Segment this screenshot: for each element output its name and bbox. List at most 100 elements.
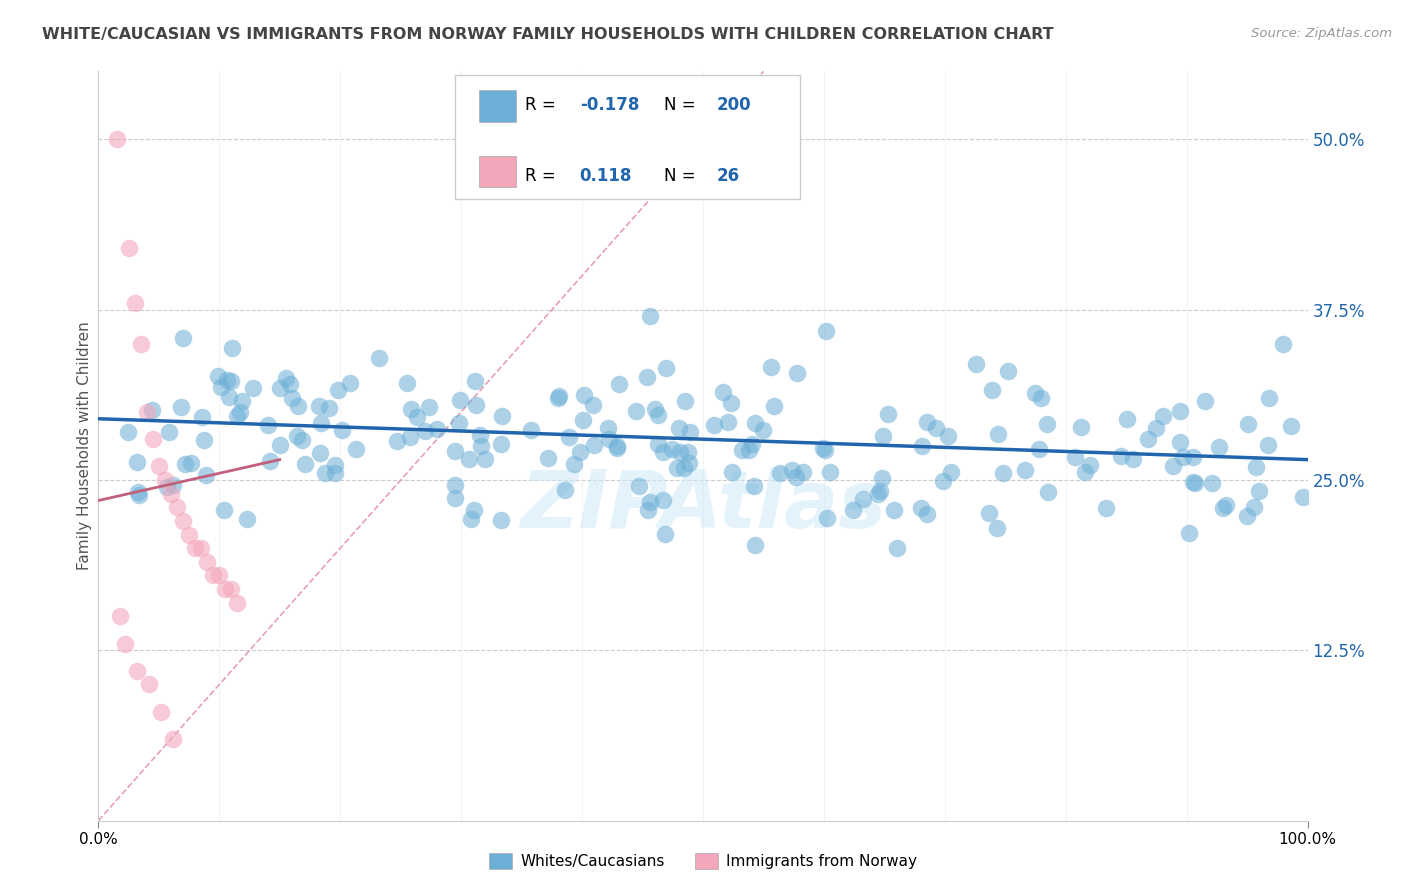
Point — [647, 437, 669, 451]
Point — [326, 383, 349, 397]
Point — [925, 420, 948, 434]
Point — [596, 420, 619, 434]
Point — [138, 677, 160, 691]
Point — [278, 376, 301, 391]
Point — [991, 466, 1014, 480]
Point — [209, 380, 232, 394]
Point — [166, 500, 188, 515]
Point — [554, 483, 576, 497]
Point — [582, 398, 605, 412]
Point — [877, 407, 900, 421]
Point — [673, 461, 696, 475]
Point — [1201, 475, 1223, 490]
Point — [1035, 417, 1057, 432]
Point — [997, 364, 1019, 378]
Point — [191, 409, 214, 424]
Point — [598, 432, 620, 446]
Point — [872, 470, 894, 484]
Point — [652, 493, 675, 508]
Point — [226, 596, 249, 610]
Point — [385, 434, 408, 449]
Point — [537, 450, 560, 465]
Point — [780, 463, 803, 477]
Point — [135, 405, 157, 419]
Point — [1064, 450, 1087, 464]
Point — [174, 457, 197, 471]
Point — [236, 512, 259, 526]
Point — [114, 636, 136, 650]
Point — [489, 513, 512, 527]
Point — [661, 442, 683, 457]
Point — [318, 401, 340, 415]
Point — [153, 473, 176, 487]
Point — [449, 393, 471, 408]
Point — [170, 400, 193, 414]
Point — [172, 514, 194, 528]
Point — [939, 465, 962, 479]
Point — [703, 417, 725, 432]
Point — [464, 374, 486, 388]
Point — [463, 502, 485, 516]
Point — [977, 507, 1000, 521]
Point — [915, 507, 938, 521]
Point — [160, 486, 183, 500]
Point — [717, 415, 740, 429]
Point — [202, 568, 225, 582]
Point — [1208, 441, 1230, 455]
Point — [339, 376, 361, 390]
Point — [214, 503, 236, 517]
Point — [1014, 463, 1036, 477]
Point — [207, 369, 229, 384]
Point — [637, 503, 659, 517]
FancyBboxPatch shape — [456, 75, 800, 199]
Point — [980, 383, 1002, 397]
Point — [162, 731, 184, 746]
FancyBboxPatch shape — [479, 156, 516, 187]
Point — [1182, 450, 1205, 464]
Point — [1257, 438, 1279, 452]
Point — [215, 373, 238, 387]
Point — [179, 527, 201, 541]
Point — [606, 442, 628, 456]
Point — [1182, 475, 1205, 489]
Point — [180, 456, 202, 470]
Point — [231, 393, 253, 408]
Point — [931, 475, 953, 489]
Point — [986, 521, 1008, 535]
Point — [208, 568, 231, 582]
Point — [399, 401, 422, 416]
Point — [1168, 434, 1191, 449]
Point — [425, 422, 447, 436]
Point — [1257, 391, 1279, 405]
Point — [606, 439, 628, 453]
Point — [1194, 393, 1216, 408]
Point — [470, 439, 492, 453]
Y-axis label: Family Households with Children: Family Households with Children — [77, 322, 91, 570]
Point — [987, 426, 1010, 441]
Point — [1152, 409, 1174, 424]
Point — [1074, 465, 1097, 479]
Point — [1171, 450, 1194, 464]
Point — [468, 428, 491, 442]
Point — [413, 424, 436, 438]
Point — [1247, 484, 1270, 499]
Point — [162, 478, 184, 492]
Point — [1144, 420, 1167, 434]
Point — [815, 324, 838, 338]
Point — [965, 357, 987, 371]
Point — [269, 437, 291, 451]
Point — [444, 443, 467, 458]
Point — [678, 456, 700, 470]
Point — [872, 429, 894, 443]
Point — [569, 445, 592, 459]
Point — [418, 400, 440, 414]
Point — [582, 438, 605, 452]
Point — [148, 459, 170, 474]
Point — [127, 664, 149, 678]
Point — [225, 409, 247, 424]
Point — [607, 377, 630, 392]
Point — [744, 537, 766, 551]
Point — [229, 404, 252, 418]
FancyBboxPatch shape — [479, 90, 516, 121]
Point — [194, 468, 217, 483]
